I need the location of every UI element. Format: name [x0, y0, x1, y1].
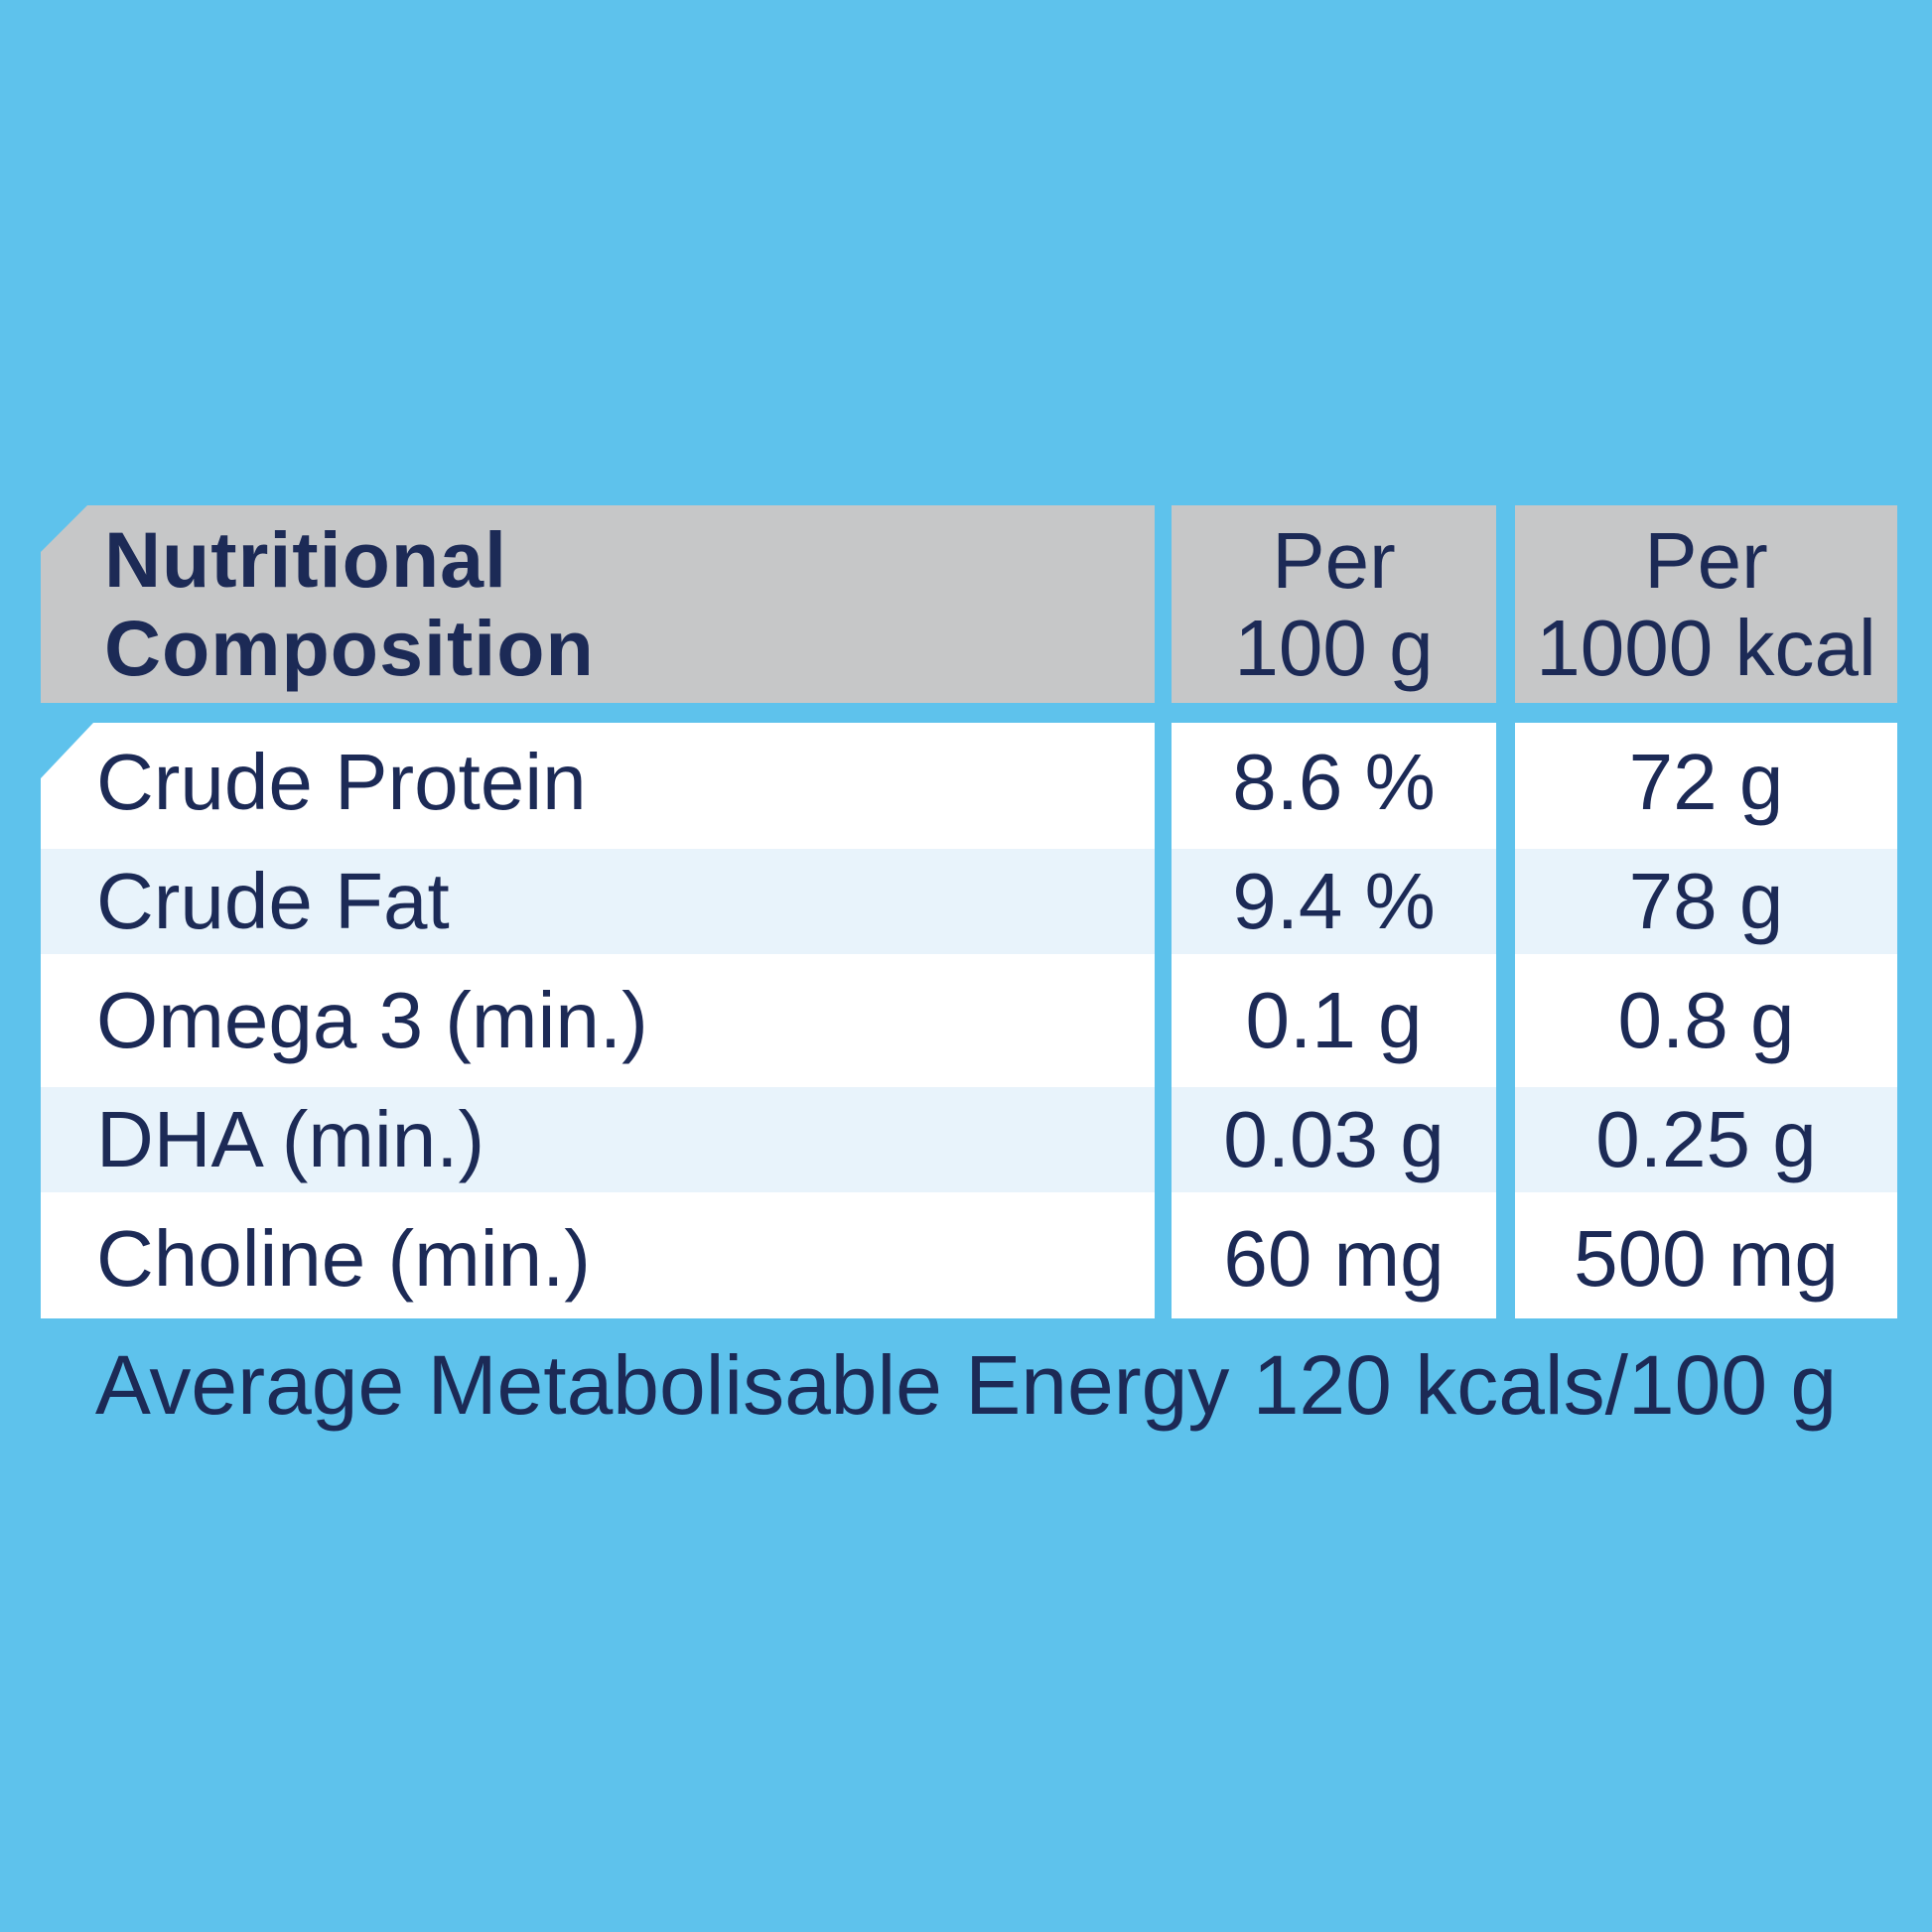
value-per-100g: 8.6 % [1172, 723, 1496, 842]
value-per-100g: 0.1 g [1172, 961, 1496, 1080]
value-per-100g: 60 mg [1172, 1199, 1496, 1318]
value-per-1000kcal: 72 g [1515, 723, 1897, 842]
table-row: Choline (min.) 60 mg 500 mg [0, 1199, 1932, 1318]
header-composition-line2: Composition [104, 603, 595, 692]
table-row: DHA (min.) 0.03 g 0.25 g [0, 1080, 1932, 1199]
row-label: Choline (min.) [41, 1199, 1155, 1318]
table-row: Omega 3 (min.) 0.1 g 0.8 g [0, 961, 1932, 1080]
header-composition: Nutritional Composition [41, 505, 1155, 703]
table-row: Crude Fat 9.4 % 78 g [0, 842, 1932, 961]
header-per-100g-line2: 100 g [1234, 603, 1434, 692]
value-per-100g: 0.03 g [1172, 1080, 1496, 1199]
metabolisable-energy-note: Average Metabolisable Energy 120 kcals/1… [94, 1338, 1838, 1432]
row-label: DHA (min.) [41, 1080, 1155, 1199]
value-per-1000kcal: 500 mg [1515, 1199, 1897, 1318]
table-row: Crude Protein 8.6 % 72 g [0, 723, 1932, 842]
header-composition-line1: Nutritional [104, 515, 507, 605]
row-label: Crude Fat [41, 842, 1155, 961]
value-per-100g: 9.4 % [1172, 842, 1496, 961]
value-per-1000kcal: 0.25 g [1515, 1080, 1897, 1199]
header-per-1000kcal-line1: Per [1644, 515, 1768, 605]
header-per-1000kcal-line2: 1000 kcal [1536, 603, 1876, 692]
header-per-100g: Per 100 g [1172, 505, 1496, 703]
row-label: Omega 3 (min.) [41, 961, 1155, 1080]
row-label: Crude Protein [41, 723, 1155, 842]
header-per-100g-line1: Per [1272, 515, 1396, 605]
header-per-1000kcal: Per 1000 kcal [1515, 505, 1897, 703]
table-body: Crude Protein 8.6 % 72 g Crude Fat 9.4 %… [0, 723, 1932, 1318]
value-per-1000kcal: 0.8 g [1515, 961, 1897, 1080]
value-per-1000kcal: 78 g [1515, 842, 1897, 961]
